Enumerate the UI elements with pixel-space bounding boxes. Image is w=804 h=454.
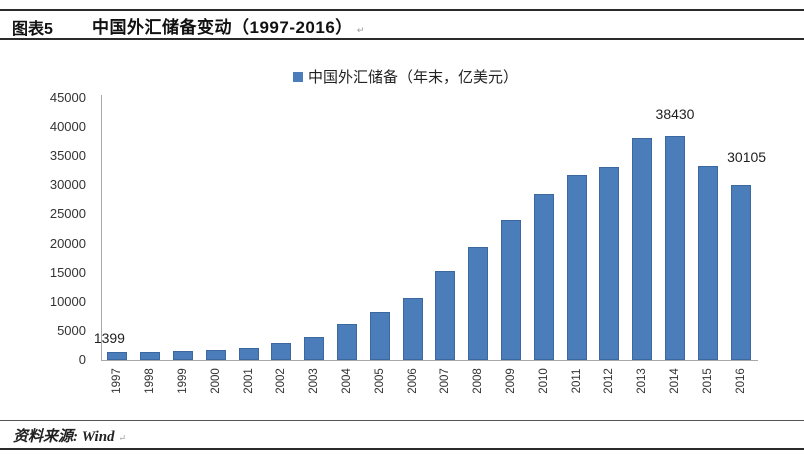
source-paragraph-mark-icon: ↵ [118,433,127,443]
y-tick-40000: 40000 [49,119,86,135]
bar-2006 [402,298,423,360]
bar-2009 [501,220,521,360]
y-axis-line [101,95,102,360]
y-tick-5000: 5000 [57,322,86,338]
bar-2012 [599,167,620,360]
bar-2008 [468,247,489,360]
bar-1998 [140,352,161,360]
y-tick-25000: 25000 [49,206,86,222]
bar-2014 [665,136,685,360]
bar-2013 [632,138,653,360]
bar-2000 [205,350,226,360]
x-tick-2004: 2004 [341,368,353,394]
x-axis-line [101,360,758,361]
y-tick-35000: 35000 [49,148,86,164]
y-tick-30000: 30000 [49,177,86,193]
y-tick-20000: 20000 [49,235,86,251]
x-tick-2013: 2013 [636,368,649,394]
bar-2016 [730,185,751,360]
bar-2002 [271,343,292,360]
data-label-2016: 30105 [727,149,767,165]
x-tick-1998: 1998 [144,368,157,394]
x-tick-2002: 2002 [275,368,288,394]
bar-1997 [107,352,128,360]
bar-2007 [435,271,456,360]
chart-legend: 中国外汇储备（年末，亿美元） [293,66,518,87]
x-tick-1999: 1999 [177,368,189,394]
legend-square-icon [293,71,303,82]
header-bottom-rule [0,38,804,40]
bar-1999 [173,351,193,360]
x-tick-2010: 2010 [537,368,550,394]
paragraph-mark-icon: ↵ [356,25,365,35]
source-text: 资料来源: Wind ↵ [13,425,126,446]
x-tick-2012: 2012 [603,368,616,394]
y-tick-15000: 15000 [49,264,86,280]
footer-top-rule [0,420,804,421]
footer-bottom-rule [0,448,804,450]
header-top-rule [0,9,804,11]
legend-label: 中国外汇储备（年末，亿美元） [308,69,519,86]
figure-label-text: 图表5 [12,21,53,38]
y-tick-0: 0 [78,352,86,367]
x-tick-2016: 2016 [734,368,747,394]
bar-2015 [697,166,718,360]
y-tick-45000: 45000 [49,90,86,105]
y-tick-10000: 10000 [49,293,86,309]
bar-2010 [533,194,554,360]
source-text-label: 资料来源: Wind [13,429,115,445]
bar-2005 [369,312,390,360]
bar-2011 [566,175,587,360]
x-tick-2007: 2007 [439,368,452,394]
x-tick-2014: 2014 [669,368,681,394]
x-tick-2005: 2005 [373,368,386,394]
bar-2004 [337,324,357,360]
x-tick-2001: 2001 [242,368,255,394]
x-tick-2003: 2003 [308,368,321,394]
data-label-1997: 1399 [93,330,125,346]
bar-2003 [304,337,325,360]
x-tick-2000: 2000 [209,368,222,394]
bar-2001 [238,348,259,360]
figure-label: 图表5 [12,15,53,39]
page-title: 中国外汇储备变动（1997-2016） ↵ [92,13,365,38]
x-tick-2008: 2008 [472,368,485,394]
x-tick-2011: 2011 [570,368,583,394]
x-tick-2006: 2006 [406,368,419,394]
x-tick-2009: 2009 [505,368,517,394]
x-tick-1997: 1997 [111,368,124,394]
x-tick-2015: 2015 [701,368,714,394]
data-label-2014: 38430 [655,106,695,122]
page-title-text: 中国外汇储备变动（1997-2016） [92,18,353,37]
